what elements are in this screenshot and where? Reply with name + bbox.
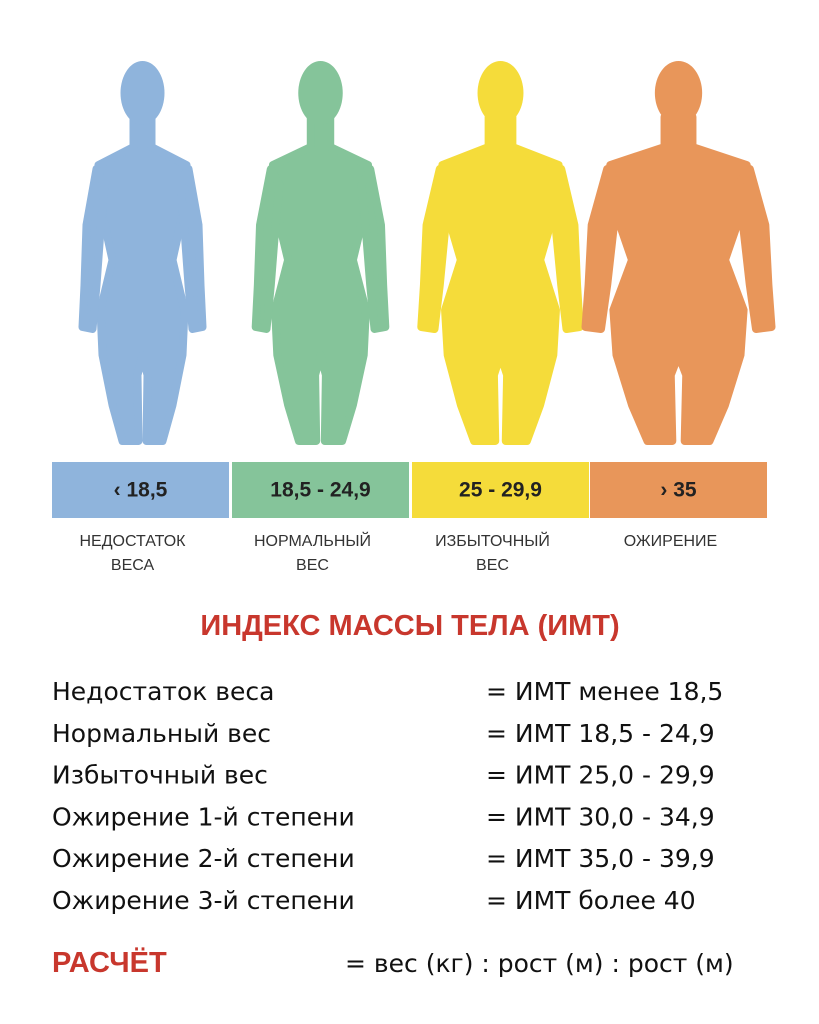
row-label: Ожирение 1-й степени xyxy=(52,802,355,831)
category-label: НОРМАЛЬНЫЙ xyxy=(254,531,371,550)
row-value: = ИМТ 35,0 - 39,9 xyxy=(486,844,715,873)
head xyxy=(477,61,524,125)
row-label: Недостаток веса xyxy=(52,677,274,706)
row-label: Ожирение 3-й степени xyxy=(52,886,355,915)
category-label: НЕДОСТАТОК xyxy=(79,533,186,550)
range-box xyxy=(232,462,409,518)
range-label: ‹ 18,5 xyxy=(114,479,168,502)
category-label: ВЕС xyxy=(296,557,329,574)
arm xyxy=(251,165,284,333)
body xyxy=(606,113,751,445)
body xyxy=(438,113,563,445)
range-box xyxy=(52,462,229,518)
category-label: ВЕСА xyxy=(111,557,155,574)
arm xyxy=(733,165,776,333)
body xyxy=(94,113,191,445)
formula-label: РАСЧЁТ xyxy=(52,946,167,979)
head xyxy=(654,61,703,125)
arm xyxy=(176,165,207,333)
category-label: ИЗБЫТОЧНЫЙ xyxy=(435,531,550,550)
row-value: = ИМТ 18,5 - 24,9 xyxy=(486,719,715,748)
arm xyxy=(417,165,455,333)
row-label: Ожирение 2-й степени xyxy=(52,844,355,873)
body xyxy=(268,113,373,445)
row-value: = ИМТ более 40 xyxy=(486,886,696,915)
category-label: ВЕС xyxy=(476,557,509,574)
head xyxy=(298,61,343,125)
arm xyxy=(78,165,109,333)
range-label: 25 - 29,9 xyxy=(459,479,542,502)
range-box xyxy=(590,462,767,518)
row-value: = ИМТ 30,0 - 34,9 xyxy=(486,802,715,831)
row-value: = ИМТ менее 18,5 xyxy=(486,677,723,706)
row-label: Нормальный вес xyxy=(52,719,271,748)
arm xyxy=(546,165,584,333)
formula-value: = вес (кг) : рост (м) : рост (м) xyxy=(345,949,734,978)
range-label: 18,5 - 24,9 xyxy=(270,479,370,502)
arm xyxy=(357,165,390,333)
range-label: › 35 xyxy=(660,479,697,502)
head xyxy=(120,61,165,125)
arm xyxy=(581,165,624,333)
row-value: = ИМТ 25,0 - 29,9 xyxy=(486,761,715,790)
category-label: ОЖИРЕНИЕ xyxy=(624,533,717,550)
row-label: Избыточный вес xyxy=(52,761,268,790)
range-box xyxy=(412,462,589,518)
title: ИНДЕКС МАССЫ ТЕЛА (ИМТ) xyxy=(200,610,619,642)
